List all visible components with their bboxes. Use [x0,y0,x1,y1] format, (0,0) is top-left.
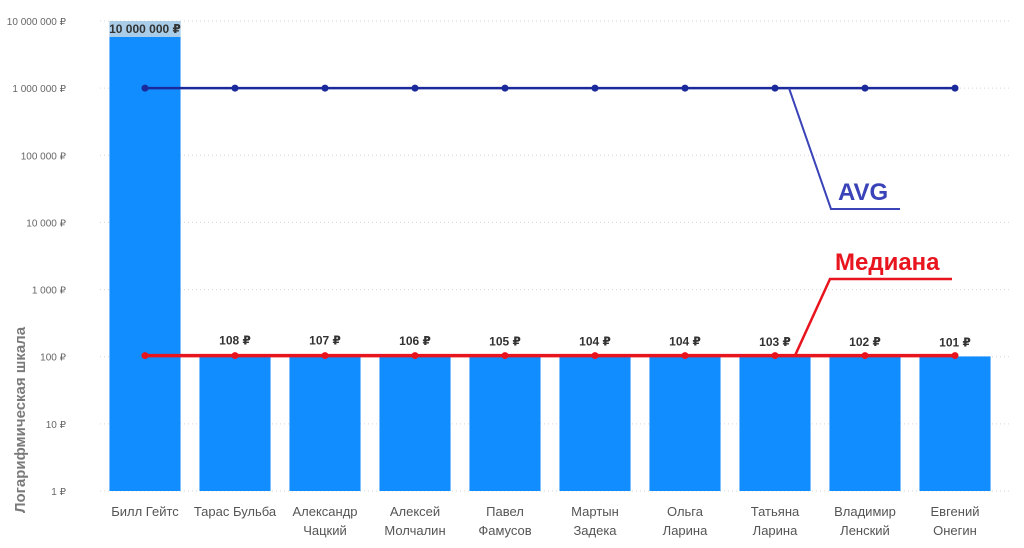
line-marker [771,84,779,92]
line-marker [411,84,419,92]
bar [469,355,541,491]
bar [919,356,991,491]
bars [109,21,991,491]
bar [829,356,901,491]
bar [199,354,271,491]
bar [559,355,631,491]
category-label: Павел Фамусов [478,504,531,538]
line-marker [861,352,869,360]
line-marker [681,352,689,360]
y-tick-label: 1 ₽ [51,487,66,498]
category-label: Евгений Онегин [931,504,980,538]
bar [109,21,181,491]
line-marker [771,352,779,360]
data-label: 104 ₽ [669,335,701,349]
y-tick-label: 100 000 ₽ [21,151,67,162]
y-tick-label: 1 000 ₽ [32,286,67,297]
y-tick-label: 10 000 ₽ [26,218,66,229]
line-marker [141,84,149,92]
avg-annotation: AVG [838,179,888,206]
bar [289,354,361,491]
y-tick-label: 100 ₽ [40,353,66,364]
y-axis-label: Логарифмическая шкала [12,326,29,513]
data-label: 108 ₽ [219,333,251,347]
line-marker [951,84,959,92]
data-label: 103 ₽ [759,335,791,349]
category-label: Билл Гейтс [111,504,179,519]
median-pointer [793,277,952,357]
data-label-background [109,21,181,37]
line-marker [141,352,149,360]
line-marker [501,352,509,360]
category-label: Алексей Молчалин [384,504,445,538]
annotations: AVG Медиана [788,87,952,357]
line-marker [501,84,509,92]
line-marker [591,352,599,360]
data-label: 104 ₽ [579,335,611,349]
line-marker [591,84,599,92]
line-marker [411,352,419,360]
line-marker [951,352,959,360]
data-labels: 10 000 000 ₽ 108 ₽ 107 ₽ 106 ₽ 105 ₽ 104 ₽ 104… [109,21,971,349]
y-tick-label: 1 000 000 ₽ [12,84,66,95]
line-marker [861,84,869,92]
data-label: 101 ₽ [939,335,971,349]
bar [649,355,721,491]
bar [379,355,451,491]
line-marker [681,84,689,92]
line-marker [231,352,239,360]
category-label: Ольга Ларина [663,504,708,538]
data-label: 10 000 000 ₽ [109,22,181,36]
line-marker [321,84,329,92]
category-label: Мартын Задека [571,504,619,538]
bar [739,355,811,491]
median-annotation: Медиана [835,249,940,276]
data-label: 105 ₽ [489,334,521,348]
category-labels: Билл Гейтс Тарас Бульба Александр Чацкий Але… [111,504,979,538]
category-label: Владимир Ленский [834,504,896,538]
reference-lines [141,84,959,360]
y-tick-label: 10 000 000 ₽ [7,17,67,28]
avg-pointer [788,87,900,210]
category-label: Александр Чацкий [292,504,357,538]
line-marker [231,84,239,92]
data-label: 106 ₽ [399,334,431,348]
y-tick-label: 10 ₽ [46,420,67,431]
data-label: 107 ₽ [309,334,341,348]
data-label: 102 ₽ [849,335,881,349]
line-marker [321,352,329,360]
category-label: Татьяна Ларина [751,504,800,538]
y-axis-ticks: 1 ₽ 10 ₽ 100 ₽ 1 000 ₽ 10 000 ₽ 100 000 ₽ 1 00… [7,17,67,498]
category-label: Тарас Бульба [194,504,277,519]
